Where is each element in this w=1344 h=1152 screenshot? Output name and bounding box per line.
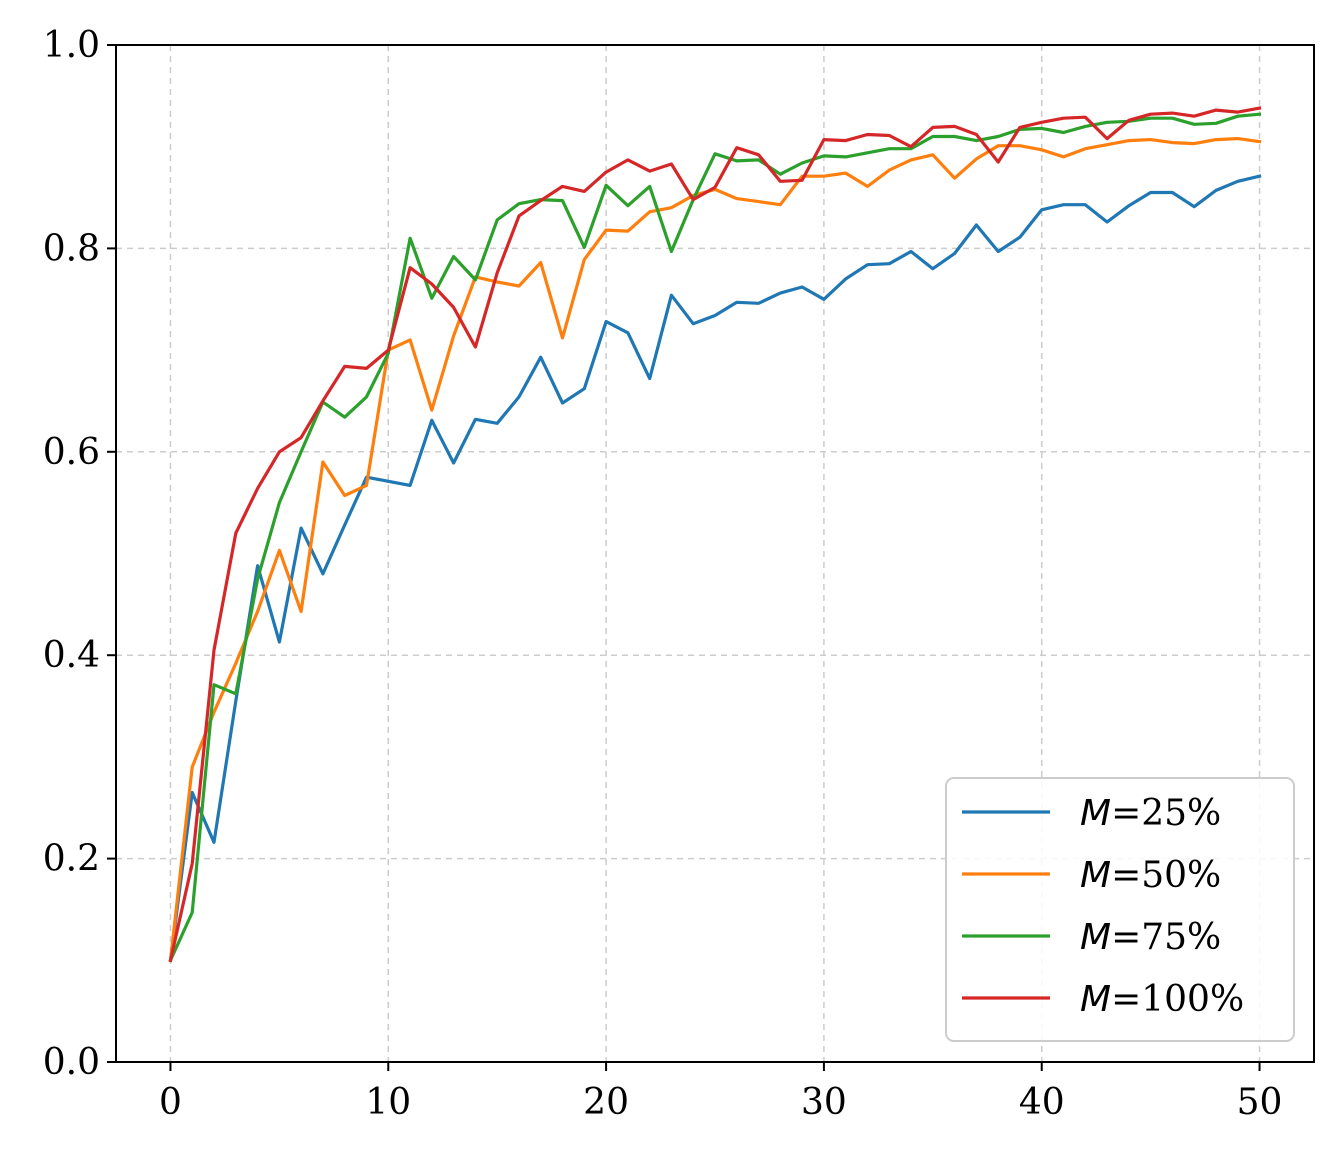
legend-label-variable: M (1080, 979, 1111, 1020)
y-tick-label: 0.0 (43, 1042, 100, 1083)
series-line-4 (168, 106, 1262, 963)
x-tick-label: 20 (583, 1082, 629, 1123)
grid-lines (116, 45, 1314, 1062)
y-tick-label: 0.4 (43, 635, 100, 676)
x-tick-label: 10 (365, 1082, 411, 1123)
y-tick-label: 1.0 (43, 25, 100, 66)
legend-label-value: =75% (1111, 917, 1221, 958)
legend-box (945, 777, 1295, 1042)
legend-label: M=50% (1080, 855, 1221, 896)
y-tick-label: 0.6 (43, 432, 100, 473)
axis-ticks: 0 10 20 30 40 50 0.0 0.2 0.4 0.6 0.8 1.0 (43, 25, 1283, 1123)
series-line-3 (168, 112, 1262, 963)
legend-label-variable: M (1080, 855, 1111, 896)
legend-label-value: =50% (1111, 855, 1221, 896)
legend-label-variable: M (1080, 917, 1111, 958)
legend-label: M=25% (1080, 793, 1221, 834)
legend-label-value: =25% (1111, 793, 1221, 834)
x-tick-label: 30 (801, 1082, 847, 1123)
legend-label-value: =100% (1111, 979, 1244, 1020)
series-line-2 (168, 137, 1262, 963)
plot-frame (115, 44, 1315, 1063)
x-tick-label: 0 (159, 1082, 182, 1123)
y-tick-label: 0.8 (43, 228, 100, 269)
legend-label: M=100% (1080, 979, 1244, 1020)
legend-label-variable: M (1080, 793, 1111, 834)
y-tick-label: 0.2 (43, 839, 100, 880)
x-tick-label: 40 (1019, 1082, 1065, 1123)
series-line-1 (168, 174, 1262, 963)
legend: M=25%M=50%M=75%M=100% (945, 777, 1295, 1042)
x-tick-label: 50 (1237, 1082, 1283, 1123)
series-lines (168, 106, 1262, 963)
legend-label: M=75% (1080, 917, 1221, 958)
